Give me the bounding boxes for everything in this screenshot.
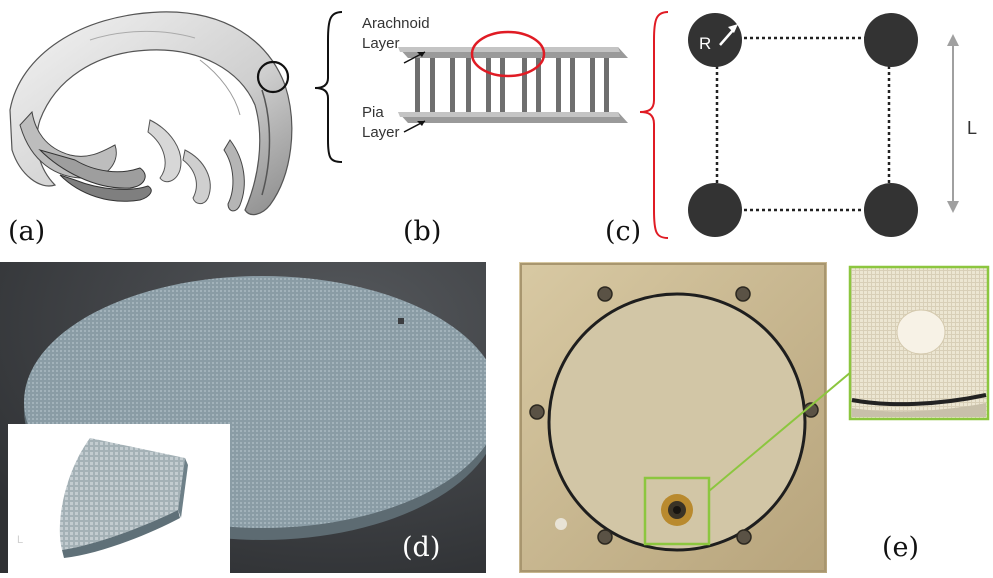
panel-d: L (d) xyxy=(0,262,486,573)
radius-symbol: R xyxy=(699,34,711,53)
inset-corner-mark: L xyxy=(17,534,24,546)
lattice-disk-photo xyxy=(547,292,807,552)
detail-circle xyxy=(256,60,290,94)
panel-label-c: (c) xyxy=(605,216,642,247)
pia-layer-label: Pia Layer xyxy=(362,104,400,141)
bracket-red xyxy=(639,11,669,239)
panel-b: Arachnoid Layer Pia Layer (b) xyxy=(300,0,640,255)
arachnoid-layer-label: Arachnoid Layer xyxy=(362,15,430,52)
skull-render xyxy=(9,11,293,216)
panel-label-b: (b) xyxy=(403,216,442,247)
panel-a: (a) xyxy=(0,0,320,255)
panel-e: (e) xyxy=(519,262,993,573)
panel-label-e: (e) xyxy=(882,532,920,563)
lattice-disk-render xyxy=(0,262,486,573)
node-bottom-left xyxy=(688,183,742,237)
length-symbol: L xyxy=(967,118,977,138)
unit-cell-diagram: R L xyxy=(639,11,977,239)
layer-schematic xyxy=(314,11,628,163)
fabricated-part-photo xyxy=(519,262,990,573)
node-bottom-right xyxy=(864,183,918,237)
highlight-box-green xyxy=(643,476,711,546)
node-top-right xyxy=(864,13,918,67)
bracket-black xyxy=(314,11,343,163)
inset-box xyxy=(8,424,230,573)
panel-c: R L (c) xyxy=(600,0,993,255)
highlight-ellipse xyxy=(470,30,546,78)
node-top-left xyxy=(688,13,742,67)
zoom-inset-green xyxy=(848,265,990,421)
panel-label-d: (d) xyxy=(402,532,441,563)
panel-label-a: (a) xyxy=(8,216,46,247)
